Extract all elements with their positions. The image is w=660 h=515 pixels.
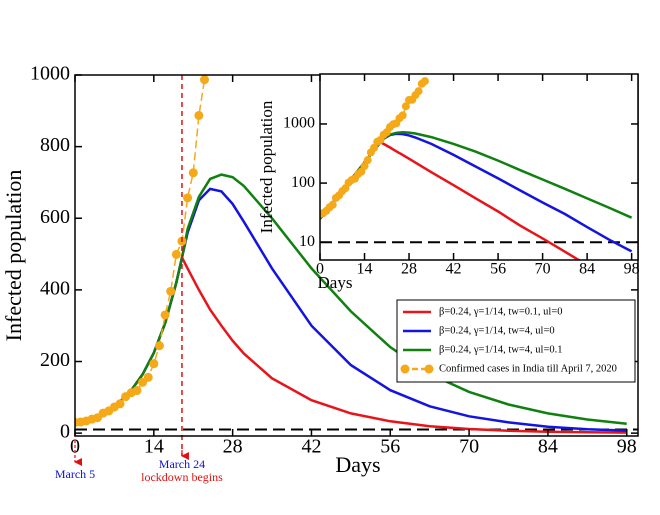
x-tick-label: 14 [144, 436, 164, 458]
y-tick-label: 400 [40, 277, 70, 299]
data-point [149, 359, 159, 369]
y-tick-label: 200 [40, 349, 70, 371]
legend-label: β=0.24, γ=1/14, tw=4, ul=0 [439, 325, 555, 336]
x-tick-label: 70 [459, 436, 479, 458]
x-tick-label: 56 [380, 436, 400, 458]
data-point [328, 200, 337, 209]
y-tick-label: 0 [60, 421, 70, 443]
x-tick-label: 28 [223, 436, 243, 458]
y-tick-label: 100 [291, 174, 315, 191]
data-point [166, 286, 176, 296]
y-axis-label: Infected population [1, 170, 26, 342]
x-tick-label: 0 [316, 260, 324, 277]
y-tick-label: 800 [40, 134, 70, 156]
data-point [188, 168, 198, 178]
data-point [194, 110, 204, 120]
annotation: lockdown begins [141, 470, 223, 484]
y-tick-label: 10 [299, 233, 315, 250]
y-tick-label: 1000 [283, 115, 315, 132]
x-tick-label: 84 [538, 436, 558, 458]
data-point [160, 310, 170, 320]
plot-area [75, 62, 638, 434]
y-tick-label: 1000 [30, 63, 70, 85]
x-tick-label: 28 [401, 260, 417, 277]
series-line [75, 75, 208, 424]
data-point [199, 75, 209, 85]
x-tick-label: 98 [624, 260, 640, 277]
data-point [143, 372, 153, 382]
data-point [414, 87, 423, 96]
data-point [154, 341, 164, 351]
data-point [398, 111, 407, 120]
data-point [171, 249, 181, 259]
legend-marker [424, 364, 434, 374]
legend-label: Confirmed cases in India till April 7, 2… [439, 363, 617, 374]
data-point [420, 77, 429, 86]
x-tick-label: 98 [617, 436, 637, 458]
data-point [206, 62, 215, 71]
x-axis-label: Days [335, 452, 380, 477]
x-tick-label: 70 [535, 260, 551, 277]
x-tick-label: 84 [579, 260, 595, 277]
legend-marker [400, 364, 410, 374]
data-point [363, 156, 372, 165]
data-point [360, 162, 369, 171]
legend-box [396, 299, 636, 383]
x-tick-label: 56 [490, 260, 506, 277]
legend-label: β=0.24, γ=1/14, tw=0.1, ul=0 [439, 306, 563, 317]
data-point [115, 399, 125, 409]
plot-frame [319, 73, 639, 261]
data-point [370, 143, 379, 152]
annotation: March 5 [55, 467, 95, 481]
y-tick-label: 600 [40, 206, 70, 228]
data-point [183, 193, 193, 203]
legend-label: β=0.24, γ=1/14, tw=4, ul=0.1 [439, 344, 563, 355]
x-axis-label: Days [318, 273, 353, 292]
annotation: March 24 [159, 457, 205, 471]
x-tick-label: 14 [357, 260, 373, 277]
plot-area [320, 77, 638, 260]
y-axis-label: Infected population [257, 100, 276, 233]
data-point [132, 386, 142, 396]
x-tick-label: 42 [301, 436, 321, 458]
data-point [401, 102, 410, 111]
x-tick-label: 42 [446, 260, 462, 277]
